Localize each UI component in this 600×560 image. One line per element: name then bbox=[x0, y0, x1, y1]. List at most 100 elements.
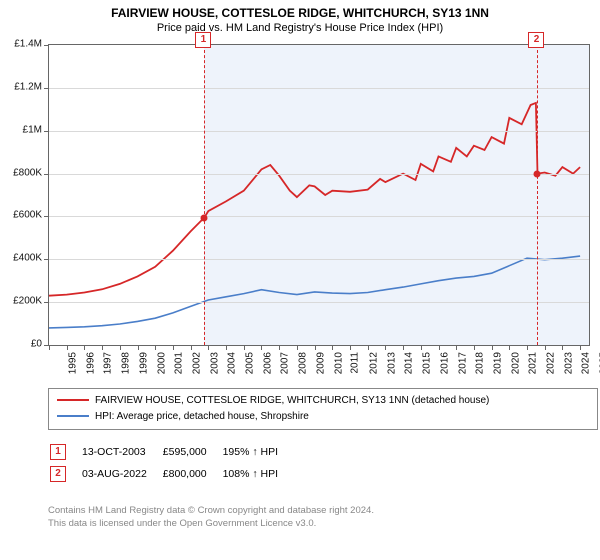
xtick-label: 2023 bbox=[563, 352, 574, 374]
ytick-label: £0 bbox=[2, 339, 42, 350]
footer-line2: This data is licensed under the Open Gov… bbox=[48, 517, 374, 530]
legend-label: HPI: Average price, detached house, Shro… bbox=[95, 411, 309, 422]
ytick-label: £400K bbox=[2, 253, 42, 264]
xtick-mark bbox=[120, 345, 121, 350]
transaction-date: 13-OCT-2003 bbox=[82, 442, 161, 462]
xtick-mark bbox=[102, 345, 103, 350]
xtick-mark bbox=[527, 345, 528, 350]
ytick-label: £1.2M bbox=[2, 81, 42, 92]
xtick-label: 2019 bbox=[492, 352, 503, 374]
xtick-mark bbox=[279, 345, 280, 350]
xtick-label: 2022 bbox=[545, 352, 556, 374]
xtick-mark bbox=[244, 345, 245, 350]
xtick-mark bbox=[439, 345, 440, 350]
xtick-label: 2012 bbox=[368, 352, 379, 374]
xtick-label: 2011 bbox=[350, 352, 361, 374]
xtick-label: 2018 bbox=[474, 352, 485, 374]
xtick-mark bbox=[261, 345, 262, 350]
xtick-mark bbox=[385, 345, 386, 350]
chart-plot-area bbox=[48, 44, 590, 346]
table-row: 2 03-AUG-2022£800,000108% ↑ HPI bbox=[50, 464, 292, 484]
xtick-mark bbox=[350, 345, 351, 350]
xtick-label: 2002 bbox=[191, 352, 202, 374]
xtick-label: 2010 bbox=[333, 352, 344, 374]
xtick-mark bbox=[403, 345, 404, 350]
series-price bbox=[49, 103, 580, 296]
transaction-vline bbox=[204, 45, 205, 345]
xtick-label: 2014 bbox=[404, 352, 415, 374]
ytick-mark bbox=[44, 216, 49, 217]
ytick-mark bbox=[44, 174, 49, 175]
gridline-y bbox=[49, 174, 589, 175]
gridline-y bbox=[49, 216, 589, 217]
xtick-mark bbox=[84, 345, 85, 350]
footer-line1: Contains HM Land Registry data © Crown c… bbox=[48, 504, 374, 517]
legend-swatch bbox=[57, 415, 89, 417]
xtick-label: 2017 bbox=[457, 352, 468, 374]
xtick-mark bbox=[173, 345, 174, 350]
ytick-label: £1M bbox=[2, 124, 42, 135]
transaction-point bbox=[534, 170, 541, 177]
xtick-mark bbox=[138, 345, 139, 350]
gridline-y bbox=[49, 259, 589, 260]
xtick-label: 1995 bbox=[67, 352, 78, 374]
xtick-label: 2015 bbox=[421, 352, 432, 374]
transaction-key: 1 bbox=[50, 444, 66, 460]
transaction-key: 2 bbox=[50, 466, 66, 482]
xtick-mark bbox=[155, 345, 156, 350]
transaction-pct: 108% ↑ HPI bbox=[223, 464, 292, 484]
xtick-mark bbox=[562, 345, 563, 350]
xtick-mark bbox=[421, 345, 422, 350]
xtick-mark bbox=[368, 345, 369, 350]
legend-item: HPI: Average price, detached house, Shro… bbox=[57, 409, 589, 425]
legend-label: FAIRVIEW HOUSE, COTTESLOE RIDGE, WHITCHU… bbox=[95, 395, 489, 406]
transaction-marker: 2 bbox=[528, 32, 544, 48]
legend: FAIRVIEW HOUSE, COTTESLOE RIDGE, WHITCHU… bbox=[48, 388, 598, 430]
transaction-pct: 195% ↑ HPI bbox=[223, 442, 292, 462]
ytick-label: £800K bbox=[2, 167, 42, 178]
xtick-mark bbox=[456, 345, 457, 350]
transaction-date: 03-AUG-2022 bbox=[82, 464, 161, 484]
ytick-mark bbox=[44, 45, 49, 46]
xtick-mark bbox=[226, 345, 227, 350]
xtick-label: 1996 bbox=[85, 352, 96, 374]
xtick-label: 2001 bbox=[173, 352, 184, 374]
gridline-y bbox=[49, 302, 589, 303]
ytick-mark bbox=[44, 259, 49, 260]
xtick-label: 2004 bbox=[227, 352, 238, 374]
transaction-price: £800,000 bbox=[163, 464, 221, 484]
xtick-label: 2006 bbox=[262, 352, 273, 374]
xtick-label: 2024 bbox=[581, 352, 592, 374]
xtick-mark bbox=[191, 345, 192, 350]
xtick-mark bbox=[545, 345, 546, 350]
transaction-table: 113-OCT-2003£595,000195% ↑ HPI203-AUG-20… bbox=[48, 440, 294, 486]
xtick-label: 2008 bbox=[297, 352, 308, 374]
xtick-label: 2003 bbox=[209, 352, 220, 374]
legend-swatch bbox=[57, 399, 89, 401]
transaction-point bbox=[201, 214, 208, 221]
chart-subtitle: Price paid vs. HM Land Registry's House … bbox=[0, 20, 600, 38]
xtick-mark bbox=[49, 345, 50, 350]
xtick-mark bbox=[580, 345, 581, 350]
footer-text: Contains HM Land Registry data © Crown c… bbox=[48, 504, 374, 530]
ytick-mark bbox=[44, 131, 49, 132]
xtick-label: 2016 bbox=[439, 352, 450, 374]
xtick-label: 2021 bbox=[528, 352, 539, 374]
xtick-mark bbox=[297, 345, 298, 350]
ytick-label: £600K bbox=[2, 210, 42, 221]
chart-title: FAIRVIEW HOUSE, COTTESLOE RIDGE, WHITCHU… bbox=[0, 0, 600, 20]
legend-item: FAIRVIEW HOUSE, COTTESLOE RIDGE, WHITCHU… bbox=[57, 393, 589, 409]
ytick-label: £1.4M bbox=[2, 39, 42, 50]
ytick-mark bbox=[44, 88, 49, 89]
xtick-label: 2009 bbox=[315, 352, 326, 374]
xtick-label: 1999 bbox=[138, 352, 149, 374]
xtick-mark bbox=[315, 345, 316, 350]
transaction-vline bbox=[537, 45, 538, 345]
xtick-mark bbox=[474, 345, 475, 350]
transaction-marker: 1 bbox=[195, 32, 211, 48]
xtick-mark bbox=[67, 345, 68, 350]
xtick-mark bbox=[492, 345, 493, 350]
xtick-label: 2005 bbox=[244, 352, 255, 374]
gridline-y bbox=[49, 131, 589, 132]
series-hpi bbox=[49, 256, 580, 328]
